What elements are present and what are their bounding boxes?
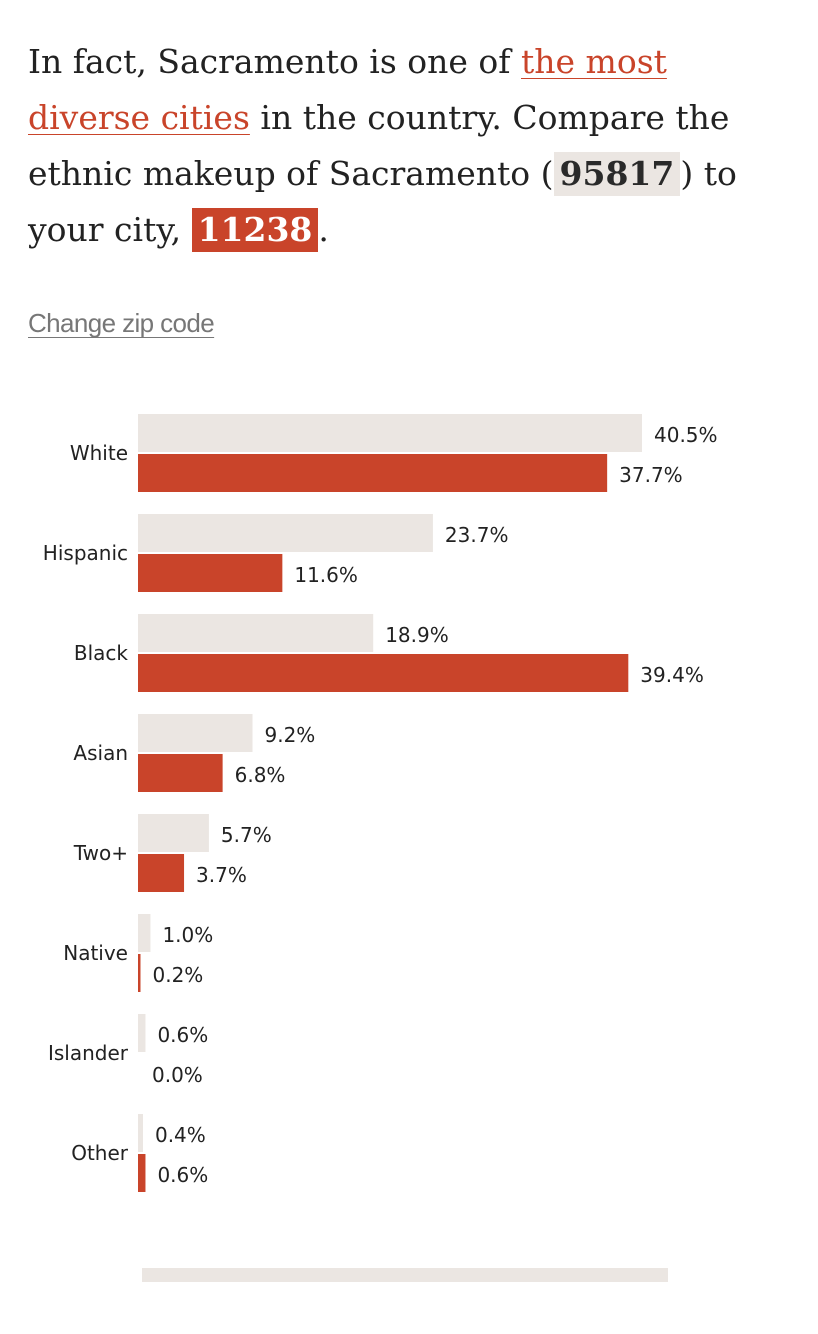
bar-white-series-1 [138, 414, 642, 452]
bar-native-series-1 [138, 914, 151, 952]
bar-two-series-2 [138, 854, 185, 892]
ethnic-makeup-chart: White 40.5% 37.7% Hispanic 23.7% 11.6% Black 18… [43, 414, 718, 1192]
category-label-asian: Asian [73, 741, 128, 765]
value-label-white-series-2: 37.7% [619, 463, 683, 487]
bar-two-series-1 [138, 814, 209, 852]
category-label-two: Two+ [73, 841, 128, 865]
bar-native-series-2 [138, 954, 141, 992]
bar-white-series-2 [138, 454, 608, 492]
category-label-islander: Islander [48, 1041, 129, 1065]
value-label-asian-series-1: 9.2% [264, 723, 315, 747]
diverse-cities-link[interactable]: the most diverse cities [28, 42, 667, 137]
bar-asian-series-1 [138, 714, 253, 752]
value-label-hispanic-series-2: 11.6% [294, 563, 358, 587]
intro-text-start: In fact, Sacramento is one of [28, 42, 521, 81]
category-label-hispanic: Hispanic [43, 541, 128, 565]
value-label-other-series-2: 0.6% [157, 1163, 208, 1187]
category-label-black: Black [74, 641, 129, 665]
category-label-other: Other [71, 1141, 129, 1165]
intro-text-to-your-city: ) to your city, [28, 154, 737, 249]
value-label-white-series-1: 40.5% [654, 423, 718, 447]
value-label-two-series-1: 5.7% [221, 823, 272, 847]
value-label-native-series-1: 1.0% [162, 923, 213, 947]
bar-other-series-2 [138, 1154, 146, 1192]
value-label-asian-series-2: 6.8% [235, 763, 286, 787]
value-label-two-series-2: 3.7% [196, 863, 247, 887]
scrollbar-track[interactable] [142, 1268, 668, 1282]
intro-text-middle: in the country. Compare the ethnic makeu… [28, 98, 730, 193]
value-label-islander-series-1: 0.6% [157, 1023, 208, 1047]
user-zip-badge[interactable]: 11238 [191, 208, 319, 252]
bar-hispanic-series-2 [138, 554, 283, 592]
intro-paragraph: In fact, Sacramento is one of the most d… [28, 34, 788, 258]
bar-hispanic-series-1 [138, 514, 433, 552]
bar-other-series-1 [138, 1114, 143, 1152]
bar-black-series-2 [138, 654, 629, 692]
bar-black-series-1 [138, 614, 374, 652]
value-label-native-series-2: 0.2% [152, 963, 203, 987]
value-label-black-series-2: 39.4% [640, 663, 704, 687]
value-label-black-series-1: 18.9% [385, 623, 449, 647]
value-label-other-series-1: 0.4% [155, 1123, 206, 1147]
bar-islander-series-1 [138, 1014, 146, 1052]
category-label-native: Native [63, 941, 128, 965]
local-zip-badge: 95817 [553, 152, 681, 196]
value-label-islander-series-2: 0.0% [152, 1063, 203, 1087]
value-label-hispanic-series-1: 23.7% [445, 523, 509, 547]
intro-text-end: . [318, 210, 329, 249]
bar-asian-series-2 [138, 754, 223, 792]
category-label-white: White [70, 441, 128, 465]
change-zip-link[interactable]: Change zip code [28, 308, 215, 338]
